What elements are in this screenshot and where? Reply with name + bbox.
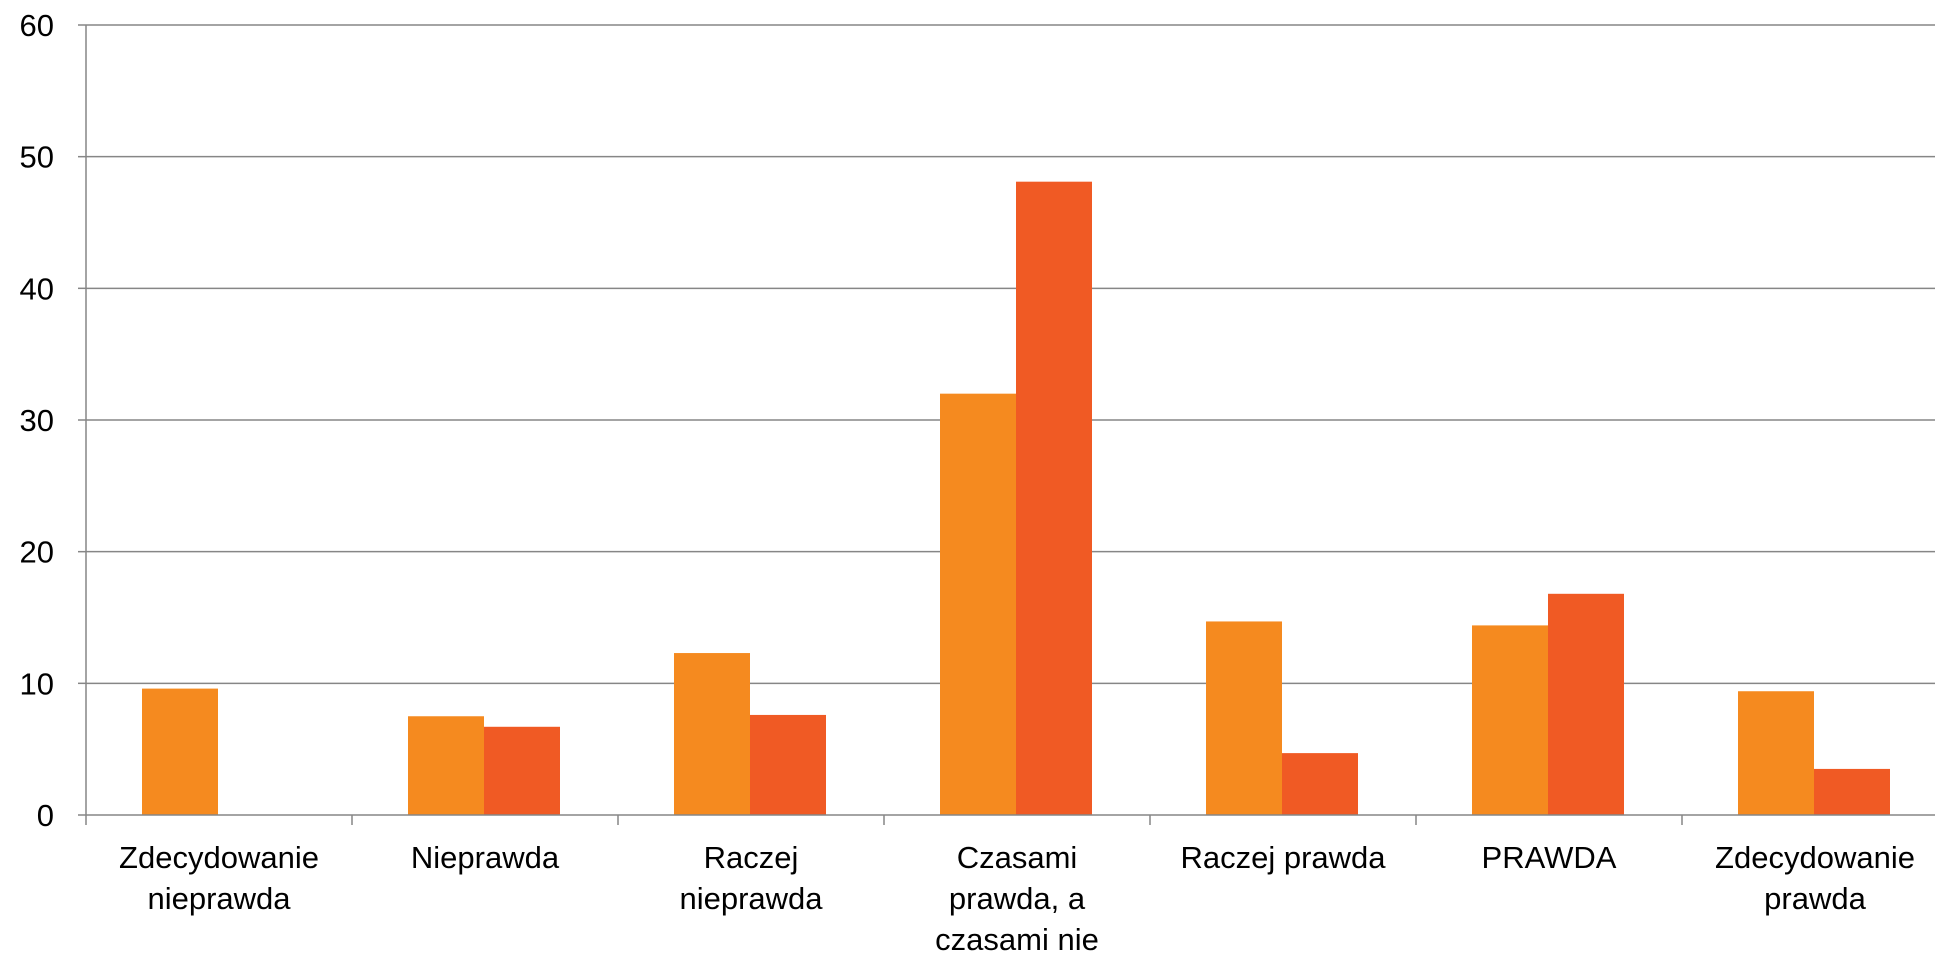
x-tick-label: Czasami prawda, a czasami nie [935,840,1099,957]
y-tick-label: 0 [37,798,54,833]
y-tick-label: 40 [20,271,54,306]
bar [142,688,218,815]
x-tick-label-line: nieprawda [147,881,291,916]
bar [674,653,750,815]
bar [408,716,484,815]
bar [1738,691,1814,815]
y-tick-labels: 0 10 20 30 40 50 60 [20,8,54,833]
y-tick-label: 10 [20,666,54,701]
x-tick-label: Raczej prawda [1180,840,1386,875]
x-tick-label-line: Nieprawda [411,840,560,875]
y-tick-label: 60 [20,8,54,43]
x-tick-label-line: Zdecydowanie [1715,840,1915,875]
x-tick-label: Zdecydowanie prawda [1715,840,1915,916]
bar [1814,768,1890,815]
bar [750,714,826,815]
x-tick-label-line: PRAWDA [1482,840,1617,875]
x-tick-label-line: Zdecydowanie [119,840,319,875]
bar [1206,621,1282,815]
x-tick-label-line: Raczej prawda [1180,840,1386,875]
bar [1548,593,1624,815]
x-tick-label-line: Czasami [957,840,1078,875]
bar [1016,181,1092,815]
bar [1472,625,1548,815]
x-tick-label: Zdecydowanie nieprawda [119,840,319,916]
x-tick-label: PRAWDA [1482,840,1617,875]
x-tick-label-line: Raczej [704,840,799,875]
y-tick-label: 20 [20,535,54,570]
bar [484,726,560,815]
y-tick-label: 50 [20,140,54,175]
x-tick-label-line: prawda, a [949,881,1086,916]
x-tick-label-line: czasami nie [935,922,1099,957]
bar [940,393,1016,815]
x-tick-labels: Zdecydowanie nieprawda Nieprawda Raczej niep… [119,840,1915,957]
bars [142,181,1890,815]
bar [1282,753,1358,815]
axes [78,24,1935,825]
x-tick-label: Raczej nieprawda [679,840,823,916]
y-tick-label: 30 [20,403,54,438]
x-tick-label: Nieprawda [411,840,560,875]
x-tick-label-line: prawda [1764,881,1866,916]
x-tick-label-line: nieprawda [679,881,823,916]
